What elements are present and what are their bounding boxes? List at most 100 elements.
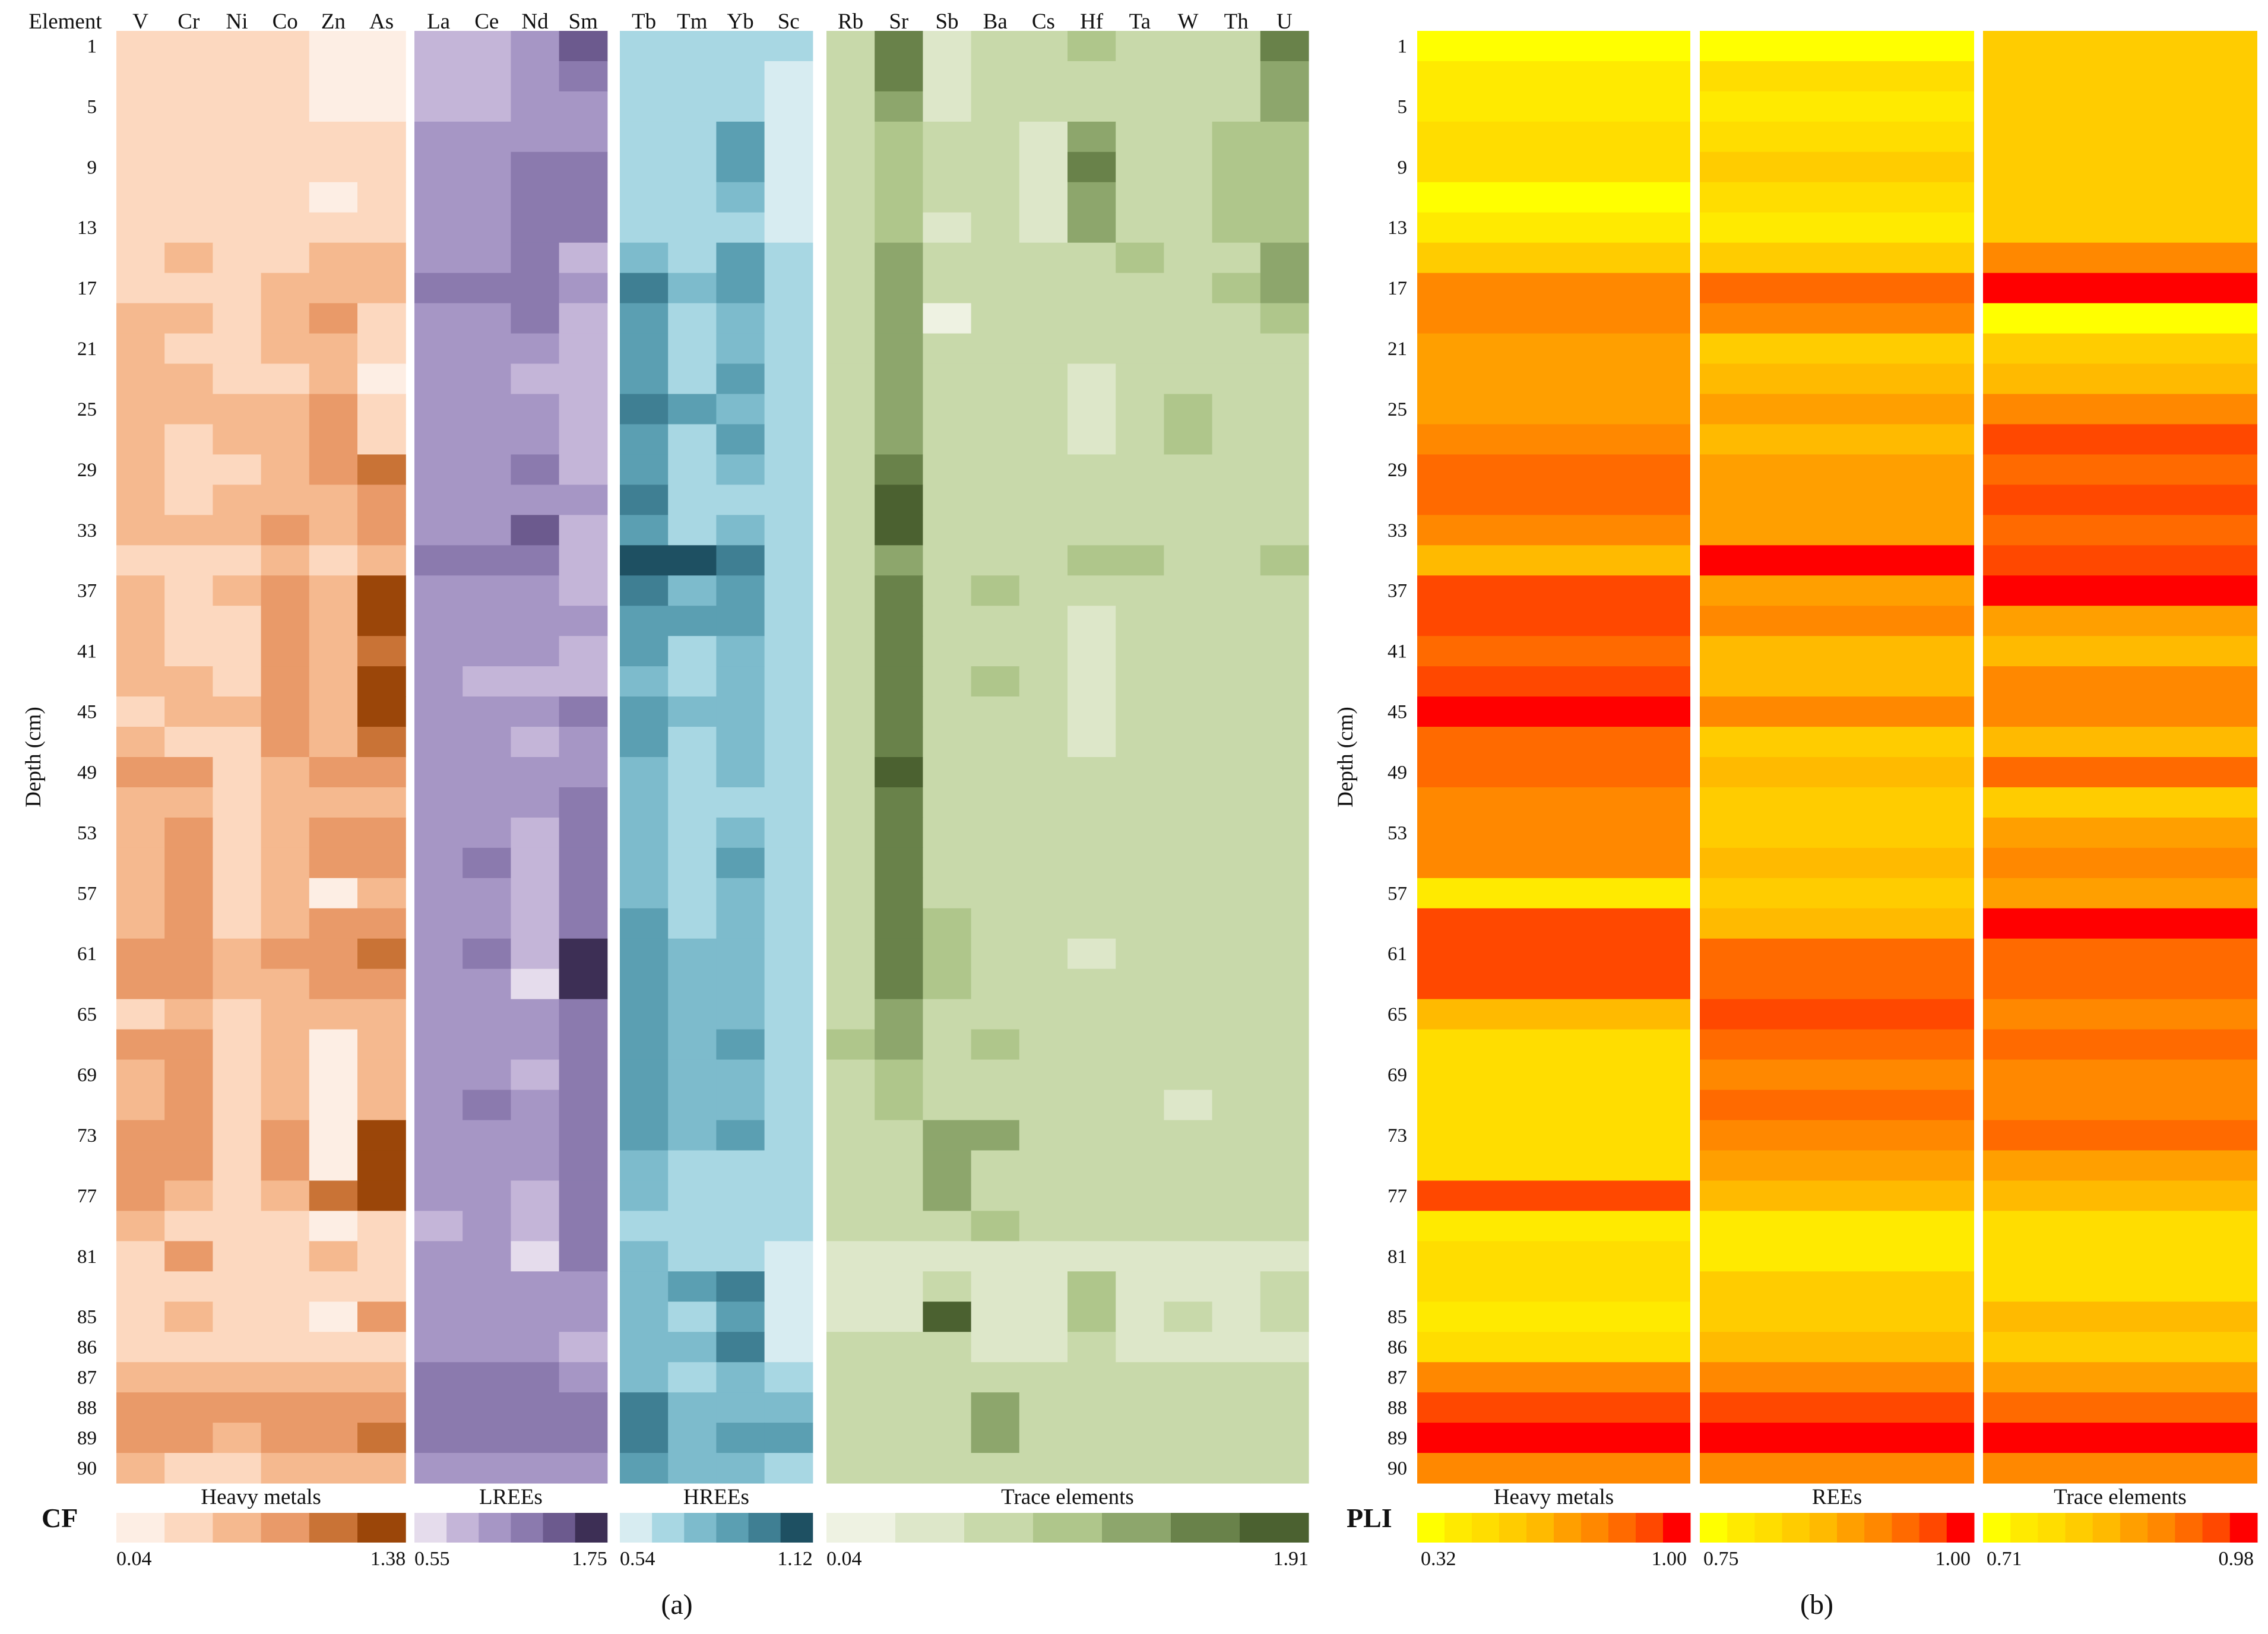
heatmap-cell	[116, 1211, 165, 1242]
heatmap-cell	[463, 1302, 511, 1332]
heatmap-cell	[261, 878, 310, 909]
pli-colorbar-max-label: 0.98	[2219, 1548, 2254, 1570]
heatmap-cell	[261, 484, 310, 515]
pli-cell	[1983, 212, 2257, 243]
pli-colorbar-swatch	[1782, 1513, 1810, 1543]
pli-colorbar-swatch	[2147, 1513, 2175, 1543]
heatmap-cell	[764, 847, 813, 879]
heatmap-cell	[1260, 727, 1309, 758]
heatmap-cell	[923, 938, 972, 970]
heatmap-cell	[261, 1453, 310, 1484]
heatmap-cell	[309, 484, 358, 515]
heatmap-cell	[1212, 363, 1261, 395]
depth-label: 87	[77, 1367, 97, 1389]
heatmap-cell	[971, 1120, 1020, 1151]
heatmap-cell	[764, 787, 813, 818]
heatmap-cell	[1068, 1059, 1116, 1091]
heatmap-cell	[1212, 575, 1261, 606]
heatmap-cell	[463, 91, 511, 122]
heatmap-cell	[971, 121, 1020, 153]
heatmap-cell	[164, 242, 213, 274]
heatmap-cell	[764, 121, 813, 153]
heatmap-cell	[357, 363, 406, 395]
heatmap-cell	[1068, 484, 1116, 515]
depth-label: 90	[77, 1458, 97, 1480]
heatmap-cell	[1260, 1029, 1309, 1060]
heatmap-cell	[1068, 938, 1116, 970]
heatmap-cell	[414, 1423, 463, 1454]
heatmap-cell	[971, 1423, 1020, 1454]
heatmap-cell	[668, 878, 717, 909]
heatmap-cell	[668, 31, 717, 62]
heatmap-cell	[357, 908, 406, 939]
heatmap-cell	[1116, 424, 1164, 455]
heatmap-cell	[1164, 273, 1213, 304]
heatmap-cell	[1212, 1362, 1261, 1393]
pli-cell	[1417, 696, 1690, 727]
pli-column-label-heavy-metals: Heavy metals	[1494, 1485, 1614, 1509]
heatmap-cell	[1212, 938, 1261, 970]
heatmap-cell	[559, 182, 608, 213]
heatmap-cell	[716, 121, 765, 153]
heatmap-cell	[357, 1090, 406, 1121]
heatmap-cell	[559, 1029, 608, 1060]
pli-cell	[1700, 363, 1974, 395]
heatmap-cell	[116, 847, 165, 879]
heatmap-cell	[511, 242, 560, 274]
heatmap-cell	[357, 303, 406, 334]
heatmap-cell	[1019, 1453, 1068, 1484]
heatmap-cell	[511, 636, 560, 667]
cf-legend-title: CF	[42, 1503, 78, 1533]
heatmap-cell	[971, 575, 1020, 606]
heatmap-cell	[716, 1150, 765, 1182]
heatmap-cell	[511, 273, 560, 304]
heatmap-cell	[1260, 696, 1309, 727]
heatmap-cell	[309, 151, 358, 183]
heatmap-cell	[668, 606, 717, 636]
heatmap-cell	[1164, 212, 1213, 243]
heatmap-cell	[357, 182, 406, 213]
heatmap-cell	[357, 454, 406, 485]
pli-cell	[1700, 1271, 1974, 1302]
heatmap-cell	[414, 333, 463, 365]
heatmap-cell	[213, 1059, 262, 1091]
heatmap-cell	[1260, 1211, 1309, 1242]
heatmap-cell	[261, 545, 310, 576]
heatmap-cell	[213, 606, 262, 636]
heatmap-cell	[1164, 727, 1213, 758]
heatmap-cell	[1068, 424, 1116, 455]
pli-colorbar-max-label: 1.00	[1652, 1548, 1687, 1570]
heatmap-cell	[971, 1211, 1020, 1242]
heatmap-cell	[826, 61, 875, 92]
heatmap-cell	[309, 1120, 358, 1151]
heatmap-cell	[116, 1150, 165, 1182]
heatmap-cell	[923, 212, 972, 243]
heatmap-cell	[213, 938, 262, 970]
heatmap-cell	[414, 1271, 463, 1302]
heatmap-cell	[511, 1423, 560, 1454]
panel-b-label: (b)	[1800, 1589, 1833, 1620]
heatmap-cell	[213, 696, 262, 727]
heatmap-cell	[1068, 31, 1116, 62]
heatmap-cell	[559, 1332, 608, 1363]
pli-colorbar-swatch	[2202, 1513, 2231, 1543]
heatmap-cell	[971, 1271, 1020, 1302]
heatmap-cell	[716, 424, 765, 455]
pli-colorbar-swatch	[1472, 1513, 1500, 1543]
pli-cell	[1417, 151, 1690, 183]
heatmap-cell	[875, 757, 923, 788]
heatmap-cell	[826, 394, 875, 425]
pli-cell	[1417, 1241, 1690, 1272]
heatmap-cell	[309, 938, 358, 970]
pli-column-label-trace-elements: Trace elements	[2054, 1485, 2187, 1509]
heatmap-cell	[620, 212, 669, 243]
pli-cell	[1417, 1332, 1690, 1363]
pli-cell	[1700, 1090, 1974, 1121]
heatmap-cell	[414, 273, 463, 304]
heatmap-cell	[414, 545, 463, 576]
heatmap-cell	[116, 757, 165, 788]
heatmap-cell	[1260, 242, 1309, 274]
heatmap-cell	[826, 757, 875, 788]
heatmap-cell	[764, 363, 813, 395]
heatmap-cell	[309, 121, 358, 153]
